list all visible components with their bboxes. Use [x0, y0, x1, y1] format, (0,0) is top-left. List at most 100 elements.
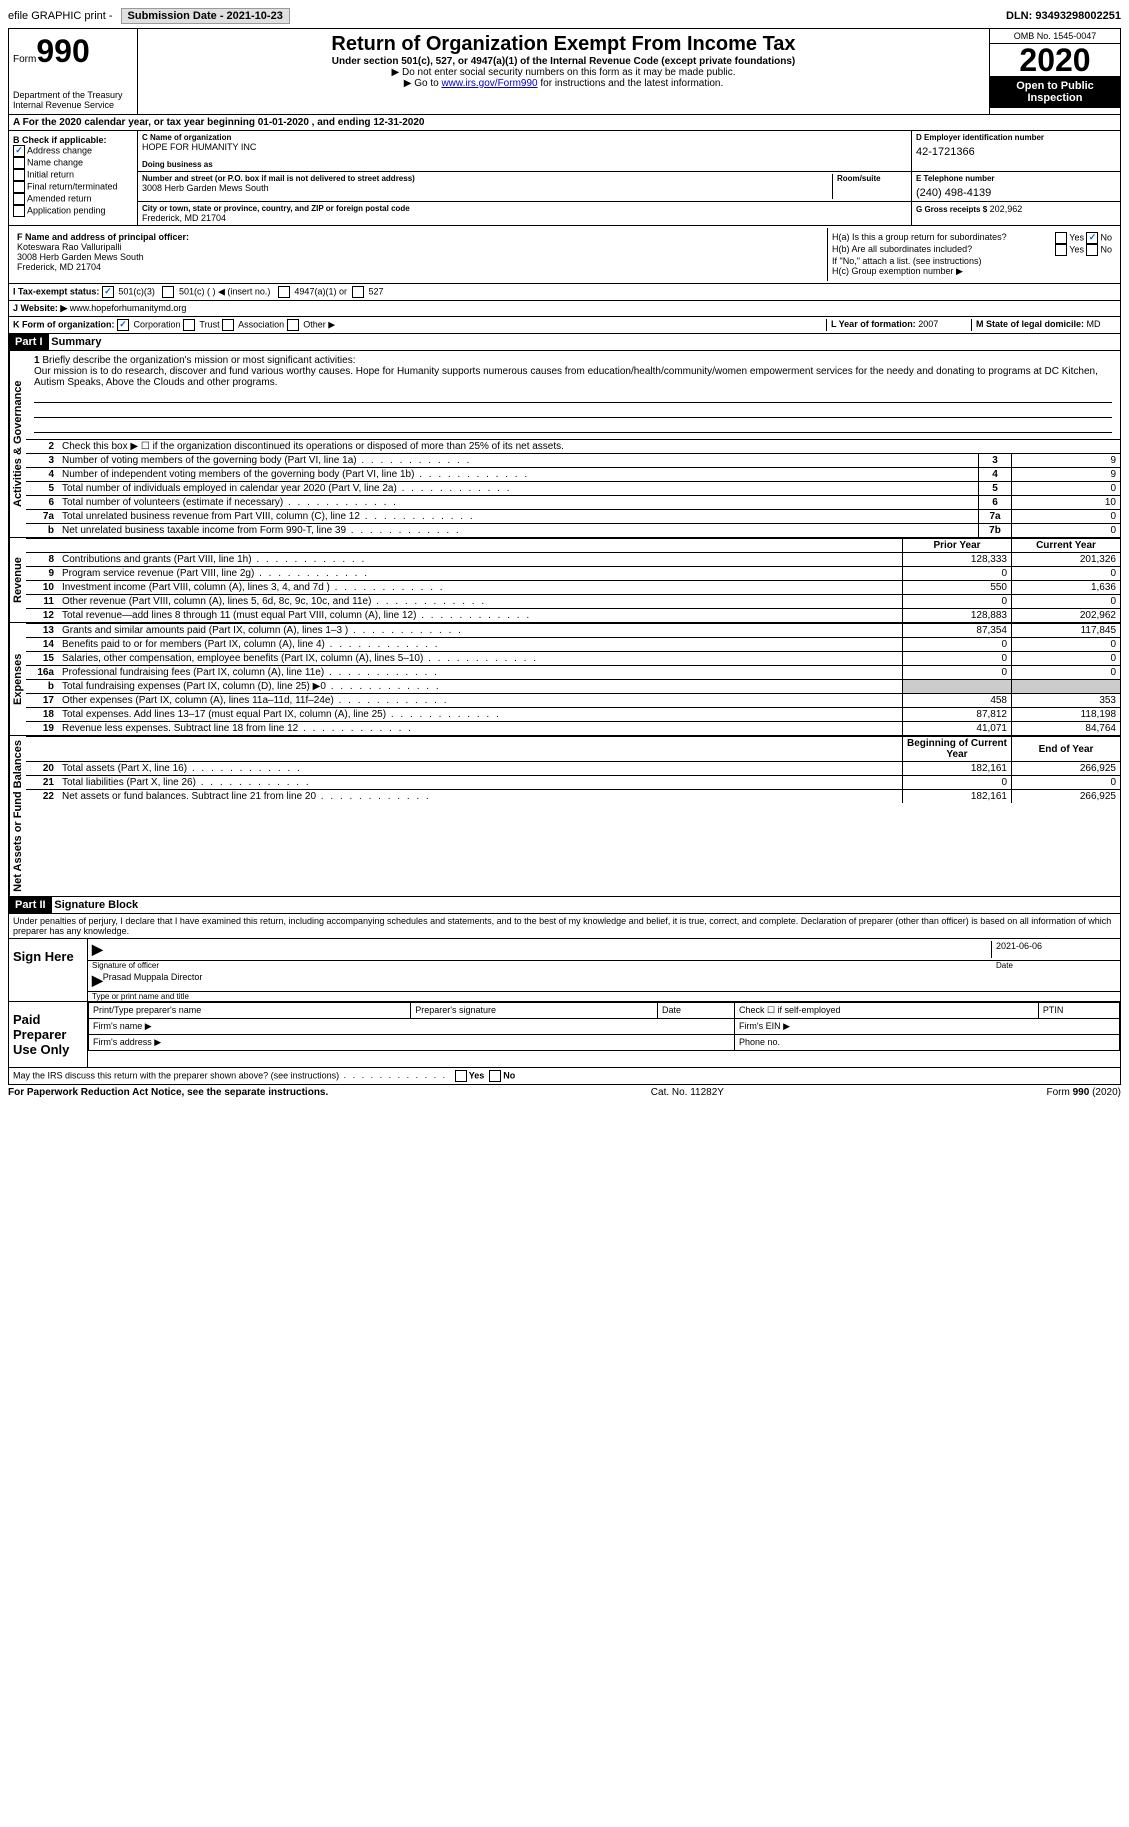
sign-here-lbl: Sign Here — [9, 939, 88, 1001]
table-row: 11Other revenue (Part VIII, column (A), … — [26, 595, 1120, 609]
ha-no[interactable] — [1086, 232, 1098, 244]
opt-final: Final return/terminated — [27, 181, 118, 191]
footer-mid: Cat. No. 11282Y — [651, 1087, 724, 1098]
gov-section: Activities & Governance 1 Briefly descri… — [8, 351, 1121, 538]
website: www.hopeforhumanitymd.org — [70, 303, 187, 313]
val6: 10 — [1012, 496, 1121, 510]
city-lbl: City or town, state or province, country… — [142, 204, 907, 213]
sign-here: Sign Here ▶2021-06-06 Signature of offic… — [8, 939, 1121, 1002]
chk-trust[interactable] — [183, 319, 195, 331]
discuss-yes[interactable] — [455, 1070, 467, 1082]
l-val: 2007 — [918, 319, 938, 329]
discuss-no[interactable] — [489, 1070, 501, 1082]
form-title: Return of Organization Exempt From Incom… — [142, 33, 985, 56]
section-klm: K Form of organization: Corporation Trus… — [8, 317, 1121, 334]
preparer-section: Paid Preparer Use Only Print/Type prepar… — [8, 1002, 1121, 1068]
hdr-prior: Prior Year — [903, 539, 1012, 553]
line4: Number of independent voting members of … — [58, 468, 979, 482]
k-o2: Trust — [199, 319, 219, 329]
signer-name: Prasad Muppala Director — [103, 972, 203, 989]
section-i: I Tax-exempt status: 501(c)(3) 501(c) ( … — [8, 284, 1121, 301]
val7b: 0 — [1012, 524, 1121, 538]
part2-header: Part II Signature Block — [8, 897, 1121, 914]
part1-title: Summary — [51, 336, 101, 348]
opt-initial: Initial return — [27, 169, 74, 179]
chk-name[interactable] — [13, 157, 25, 169]
room-lbl: Room/suite — [832, 174, 907, 199]
section-b-title: B Check if applicable: — [13, 135, 133, 145]
chk-4947[interactable] — [278, 286, 290, 298]
val3: 9 — [1012, 454, 1121, 468]
opt-amended: Amended return — [27, 193, 92, 203]
hb-no[interactable] — [1086, 244, 1098, 256]
chk-assoc[interactable] — [222, 319, 234, 331]
chk-other[interactable] — [287, 319, 299, 331]
table-row: 9Program service revenue (Part VIII, lin… — [26, 567, 1120, 581]
chk-527[interactable] — [352, 286, 364, 298]
vlabel-rev: Revenue — [9, 538, 26, 622]
form-subtitle: Under section 501(c), 527, or 4947(a)(1)… — [142, 56, 985, 67]
part1-header: Part I Summary — [8, 334, 1121, 351]
gross-receipts: 202,962 — [990, 204, 1023, 214]
chk-corp[interactable] — [117, 319, 129, 331]
mission-text: Our mission is to do research, discover … — [34, 366, 1098, 388]
hb-no-lbl: No — [1100, 244, 1112, 254]
dba-lbl: Doing business as — [142, 160, 907, 169]
h-b: H(b) Are all subordinates included? — [832, 244, 972, 256]
chk-pending[interactable] — [13, 205, 25, 217]
i-o2: 501(c) ( ) ◀ (insert no.) — [179, 286, 270, 296]
discuss-text: May the IRS discuss this return with the… — [13, 1070, 447, 1080]
mission-q: Briefly describe the organization's miss… — [42, 355, 355, 366]
chk-501c[interactable] — [162, 286, 174, 298]
section-bcd: B Check if applicable: Address change Na… — [8, 131, 1121, 226]
ssn-note: ▶ Do not enter social security numbers o… — [142, 67, 985, 78]
table-row: 15Salaries, other compensation, employee… — [26, 652, 1120, 666]
line6: Total number of volunteers (estimate if … — [58, 496, 979, 510]
table-row: 13Grants and similar amounts paid (Part … — [26, 624, 1120, 638]
section-j: J Website: ▶ www.hopeforhumanitymd.org — [8, 301, 1121, 317]
chk-final[interactable] — [13, 181, 25, 193]
goto-link[interactable]: www.irs.gov/Form990 — [441, 78, 537, 89]
org-addr: 3008 Herb Garden Mews South — [142, 183, 832, 193]
j-lbl: J Website: ▶ — [13, 303, 67, 313]
officer-name: Koteswara Rao Valluripalli — [17, 242, 823, 252]
form-label: Form — [13, 54, 36, 65]
k-lbl: K Form of organization: — [13, 319, 115, 329]
hb-yes[interactable] — [1055, 244, 1067, 256]
chk-501c3[interactable] — [102, 286, 114, 298]
i-o1: 501(c)(3) — [118, 286, 155, 296]
goto-pre: ▶ Go to — [404, 78, 442, 89]
ha-yes[interactable] — [1055, 232, 1067, 244]
table-row: 14Benefits paid to or for members (Part … — [26, 638, 1120, 652]
inspection-label: Open to Public Inspection — [990, 76, 1120, 108]
discuss-row: May the IRS discuss this return with the… — [8, 1068, 1121, 1085]
h-note: If "No," attach a list. (see instruction… — [832, 256, 1112, 266]
addr-lbl: Number and street (or P.O. box if mail i… — [142, 174, 832, 183]
form-number: 990 — [36, 33, 89, 69]
prep-h1: Print/Type preparer's name — [89, 1002, 411, 1018]
line3: Number of voting members of the governin… — [58, 454, 979, 468]
goto-post: for instructions and the latest informat… — [538, 78, 724, 89]
k-o3: Association — [238, 319, 284, 329]
dept-label: Department of the Treasury Internal Reve… — [13, 90, 133, 110]
prep-h5: PTIN — [1038, 1002, 1119, 1018]
table-row: 10Investment income (Part VIII, column (… — [26, 581, 1120, 595]
ha-yes-lbl: Yes — [1069, 232, 1084, 242]
h-a: H(a) Is this a group return for subordin… — [832, 232, 1007, 244]
table-row: 12Total revenue—add lines 8 through 11 (… — [26, 609, 1120, 623]
sig-lbl: Signature of officer — [92, 961, 996, 970]
goto-note: ▶ Go to www.irs.gov/Form990 for instruct… — [142, 78, 985, 89]
sign-date: 2021-06-06 — [991, 941, 1116, 958]
table-row: 21Total liabilities (Part X, line 26)00 — [26, 776, 1120, 790]
m-lbl: M State of legal domicile: — [976, 319, 1084, 329]
l-lbl: L Year of formation: — [831, 319, 916, 329]
chk-address[interactable] — [13, 145, 25, 157]
table-row: 18Total expenses. Add lines 13–17 (must … — [26, 708, 1120, 722]
line5: Total number of individuals employed in … — [58, 482, 979, 496]
discuss-no-lbl: No — [503, 1070, 515, 1080]
chk-amended[interactable] — [13, 193, 25, 205]
net-section: Net Assets or Fund Balances Beginning of… — [8, 736, 1121, 897]
chk-initial[interactable] — [13, 169, 25, 181]
opt-pending: Application pending — [27, 205, 106, 215]
perjury-text: Under penalties of perjury, I declare th… — [8, 914, 1121, 939]
